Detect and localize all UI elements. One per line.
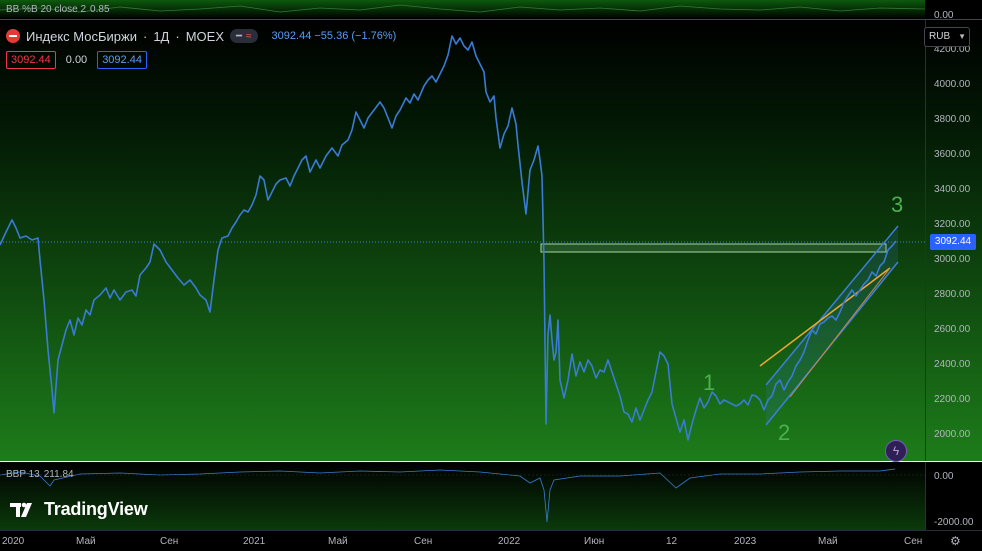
symbol-interval[interactable]: 1Д — [153, 28, 170, 44]
fib-line-lower[interactable] — [789, 267, 891, 398]
wave-label-3: 3 — [891, 192, 903, 217]
moex-logo-icon — [6, 29, 20, 43]
annotation-box[interactable] — [540, 243, 887, 253]
x-tick: Май — [328, 536, 348, 547]
x-tick: 2022 — [498, 536, 521, 547]
legend-controls[interactable]: ━ ≈ — [230, 29, 258, 43]
top-indicator-line — [0, 4, 926, 13]
x-tick: Июн — [584, 536, 604, 547]
last-price: 3092.44 — [271, 30, 312, 42]
y-tick: 2600.00 — [934, 324, 971, 335]
chevron-down-icon: ▼ — [958, 32, 966, 41]
y-tick: 3800.00 — [934, 114, 971, 125]
symbol-name[interactable]: Индекс МосБиржи — [26, 28, 137, 44]
bottom-indicator-name: BBP 13 — [6, 469, 40, 480]
minus-icon[interactable]: ━ — [236, 30, 243, 42]
x-tick: Май — [818, 536, 838, 547]
bottom-y-tick: -2000.00 — [934, 517, 974, 528]
y-tick: 2400.00 — [934, 359, 971, 370]
symbol-sep-2: · — [175, 28, 180, 44]
wave-label-2: 2 — [778, 420, 790, 445]
price-change: −55.36 (−1.76%) — [314, 30, 397, 42]
bottom-y-tick: 0.00 — [934, 471, 954, 482]
x-tick: Май — [76, 536, 96, 547]
y-tick: 3600.00 — [934, 149, 971, 160]
bottom-indicator-value: 211.84 — [43, 469, 74, 480]
x-tick: 2020 — [2, 536, 25, 547]
bid-ask-row: 3092.44 0.00 3092.44 — [6, 51, 147, 69]
bottom-indicator-legend[interactable]: BBP 13 211.84 — [6, 469, 74, 480]
legend-values: 3092.44 −55.36 (−1.76%) — [272, 30, 397, 42]
x-tick: 2021 — [243, 536, 266, 547]
main-pane-bg — [0, 20, 925, 461]
symbol-legend[interactable]: Индекс МосБиржи · 1Д · MOEX ━ ≈ 3092.44 … — [6, 28, 396, 44]
tradingview-wordmark: TradingView — [44, 499, 148, 519]
x-tick: 12 — [666, 536, 678, 547]
y-tick: 4200.00 — [934, 44, 971, 55]
bid-price[interactable]: 3092.44 — [6, 51, 56, 69]
symbol-exchange: MOEX — [185, 28, 225, 44]
x-tick: 2023 — [734, 536, 757, 547]
bottom-y-axis: 0.00 -2000.00 — [934, 471, 974, 528]
fib-line-upper[interactable] — [759, 267, 891, 367]
settings-icon[interactable]: ⚙ — [950, 534, 961, 548]
top-indicator-pane — [0, 0, 925, 19]
x-tick: Сен — [414, 536, 432, 547]
y-tick: 3200.00 — [934, 219, 971, 230]
y-tick: 2800.00 — [934, 289, 971, 300]
x-tick: Сен — [160, 536, 178, 547]
ask-price[interactable]: 3092.44 — [97, 51, 147, 69]
lightning-icon[interactable]: ϟ — [885, 440, 907, 462]
top-indicator-legend[interactable]: BB %B 20 close 2 0.85 — [6, 4, 110, 15]
x-tick: Сен — [904, 536, 922, 547]
time-axis-bg — [0, 530, 982, 551]
top-indicator-value: 0.85 — [90, 4, 110, 15]
spread-value: 0.00 — [65, 54, 88, 66]
y-tick: 3000.00 — [934, 254, 971, 265]
last-price-tag: 3092.44 — [930, 234, 976, 250]
top-indicator-name: BB %B 20 close 2 — [6, 4, 87, 15]
x-axis[interactable]: 2020 Май Сен 2021 Май Сен 2022 Июн 12 20… — [2, 536, 922, 547]
tradingview-logo-icon — [10, 502, 32, 517]
y-axis: 4200.00 4000.00 3800.00 3600.00 3400.00 … — [934, 10, 971, 440]
currency-label: RUB — [929, 31, 951, 42]
symbol-sep-1: · — [142, 28, 148, 44]
wave-label-1: 1 — [703, 370, 715, 395]
bottom-indicator-line — [0, 468, 896, 523]
y-tick: 4000.00 — [934, 79, 971, 90]
y-tick: 2000.00 — [934, 429, 971, 440]
y-tick: 2200.00 — [934, 394, 971, 405]
currency-selector[interactable]: RUB ▼ — [924, 27, 970, 47]
y-tick: 3400.00 — [934, 184, 971, 195]
top-indicator-axis-tick: 0.00 — [934, 10, 954, 21]
price-series-line[interactable] — [0, 35, 897, 441]
tradingview-logo[interactable]: TradingView — [10, 499, 148, 520]
wave-icon[interactable]: ≈ — [246, 30, 252, 42]
